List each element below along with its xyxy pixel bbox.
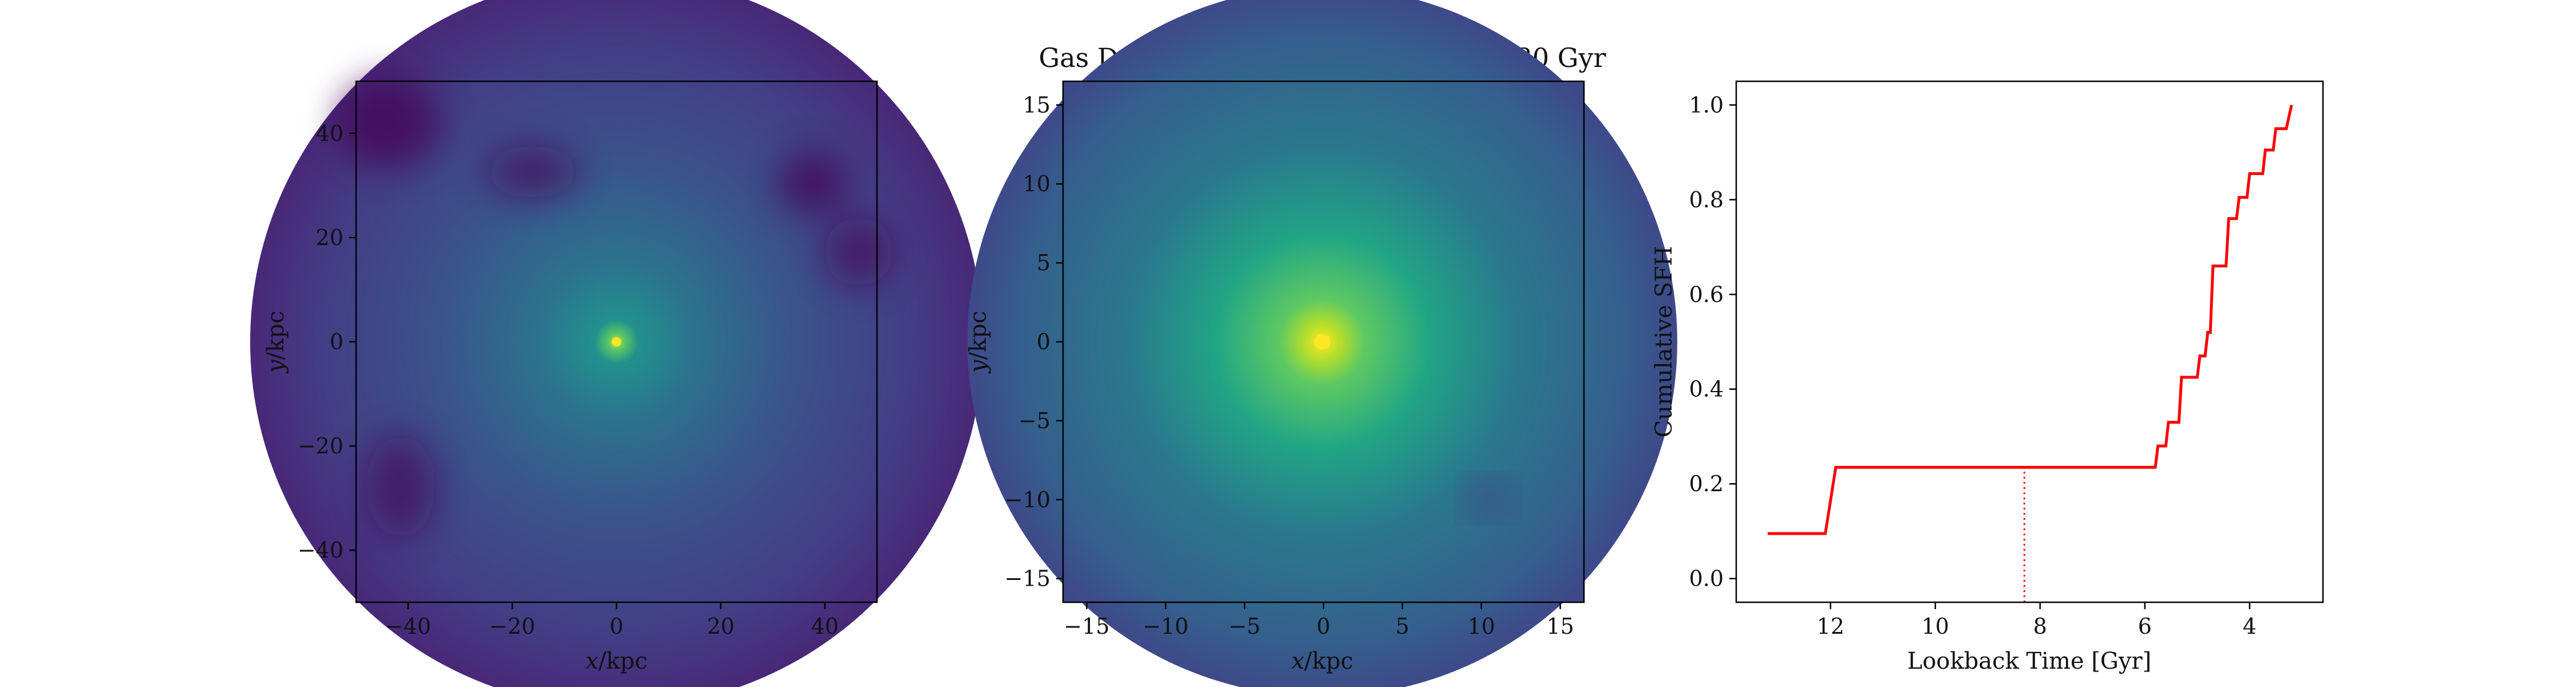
ylabel-wide: y/kpc xyxy=(263,311,289,374)
sfh-plot-area xyxy=(1767,104,2293,602)
y-tick-label: 20 xyxy=(316,225,343,250)
x-tick-label: 0 xyxy=(1317,614,1330,639)
y-tick-label: 0.4 xyxy=(1689,377,1724,402)
xlabel-wide-var: x xyxy=(586,648,599,674)
density-map-zoom xyxy=(967,0,1677,687)
x-tick-label: 8 xyxy=(2033,614,2047,639)
x-tick-label: −40 xyxy=(385,614,431,639)
x-tick-label: −5 xyxy=(1228,614,1261,639)
y-tick-label: −40 xyxy=(298,538,343,563)
sfh-series-line xyxy=(1767,104,2293,535)
panel-density-zoom: Gas Density, T = 5.50 Gyr, LBT = 8.30 Gy… xyxy=(965,0,1677,687)
ticks-sfh: 12 10 8 6 4 0.0 0.2 0.4 0.6 0.8 1.0 xyxy=(1689,92,2257,639)
y-tick-label: 5 xyxy=(1037,250,1050,275)
x-tick-label: 15 xyxy=(1546,614,1574,639)
y-tick-label: 15 xyxy=(1023,92,1050,117)
x-tick-label: −15 xyxy=(1064,614,1109,639)
xlabel-wide: x/kpc xyxy=(586,648,647,674)
y-tick-label: 0.0 xyxy=(1689,566,1724,591)
density-map-wide xyxy=(250,0,983,687)
ticks-wide: −40 −20 0 20 40 −40 −20 0 20 40 xyxy=(298,121,839,639)
x-tick-label: 20 xyxy=(707,614,734,639)
y-tick-label: 0.2 xyxy=(1689,471,1724,496)
xlabel-wide-unit: /kpc xyxy=(598,648,647,674)
xlabel-zoom: x/kpc xyxy=(1291,648,1353,674)
y-tick-label: 0.8 xyxy=(1689,187,1724,212)
x-tick-label: −10 xyxy=(1143,614,1188,639)
ylabel-zoom-unit: /kpc xyxy=(965,311,991,360)
ticks-zoom: −15 −10 −5 0 5 10 15 −15 −10 −5 0 5 10 15 xyxy=(1005,92,1574,639)
y-tick-label: −10 xyxy=(1005,487,1050,512)
y-tick-label: −15 xyxy=(1005,566,1050,591)
y-tick-label: 0 xyxy=(1037,329,1050,354)
x-tick-label: 0 xyxy=(610,614,623,639)
xlabel-zoom-unit: /kpc xyxy=(1304,648,1353,674)
xlabel-zoom-var: x xyxy=(1291,648,1305,674)
y-tick-label: 1.0 xyxy=(1689,92,1724,117)
ylabel-zoom: y/kpc xyxy=(965,311,991,374)
y-tick-label: 0.6 xyxy=(1689,282,1724,307)
x-tick-label: 12 xyxy=(1817,614,1844,639)
xlabel-sfh: Lookback Time [Gyr] xyxy=(1907,648,2151,674)
x-tick-label: −20 xyxy=(489,614,535,639)
x-tick-label: 5 xyxy=(1396,614,1409,639)
frame-sfh xyxy=(1735,80,2324,603)
panel-density-wide: −40 −20 0 20 40 −40 −20 0 20 40 x/kpc y/kpc xyxy=(250,0,983,687)
x-tick-label: 10 xyxy=(1468,614,1495,639)
x-tick-label: 10 xyxy=(1922,614,1949,639)
ylabel-zoom-var: y xyxy=(965,359,991,374)
y-tick-label: 0 xyxy=(330,329,343,354)
ylabel-wide-unit: /kpc xyxy=(263,311,289,360)
y-tick-label: 10 xyxy=(1023,171,1050,196)
ylabel-wide-var: y xyxy=(263,359,289,374)
ylabel-sfh: Cumulative SFH xyxy=(1651,246,1677,438)
y-tick-label: 40 xyxy=(316,121,343,146)
y-tick-label: −20 xyxy=(298,433,343,459)
panel-cumulative-sfh: 12 10 8 6 4 0.0 0.2 0.4 0.6 0.8 1.0 Lookback Time … xyxy=(1651,80,2324,674)
x-tick-label: 40 xyxy=(811,614,839,639)
y-tick-label: −5 xyxy=(1018,408,1050,433)
x-tick-label: 6 xyxy=(2138,614,2152,639)
x-tick-label: 4 xyxy=(2243,614,2257,639)
